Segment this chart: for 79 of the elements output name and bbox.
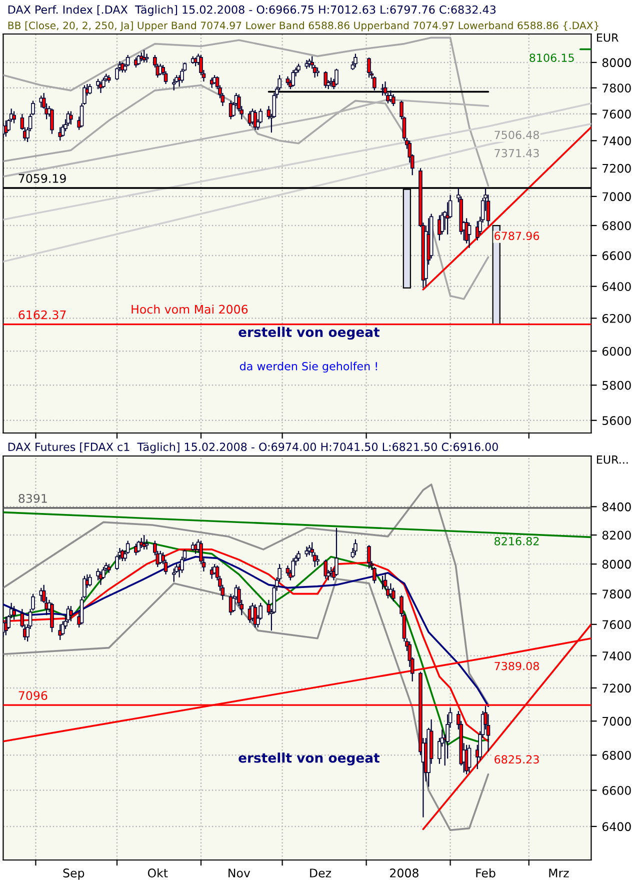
y-tick-label: 6600 bbox=[602, 786, 631, 795]
chart-title: DAX Futures [FDAX c1 Täglich] 15.02.2008 - O:6974.00 H:7041.50 L:6821.50 C:6916.00 bbox=[8, 442, 498, 454]
x-tick-label: 2008 bbox=[390, 868, 418, 878]
x-tick-label: Dez bbox=[310, 868, 331, 878]
candlestick bbox=[172, 568, 176, 582]
candlestick bbox=[380, 83, 384, 96]
y-tick-label: 7200 bbox=[602, 684, 631, 693]
candlestick bbox=[467, 744, 472, 774]
candlestick bbox=[354, 53, 358, 68]
candlestick bbox=[172, 78, 176, 91]
y-tick-label: 7000 bbox=[602, 192, 631, 202]
line-series bbox=[3, 484, 490, 706]
candlestick bbox=[144, 538, 149, 550]
ref-line-label: 6162.37 bbox=[18, 310, 66, 320]
data-label: 7389.08 bbox=[494, 662, 539, 670]
y-axis-title: EUR... bbox=[596, 456, 628, 464]
candlestick bbox=[50, 602, 54, 633]
x-tick-label: Sep bbox=[63, 868, 84, 880]
candlestick bbox=[334, 68, 338, 86]
annotation: erstellt von oegeat bbox=[238, 752, 380, 766]
annotation: erstellt von oegeat bbox=[238, 326, 380, 340]
y-tick-label: 7400 bbox=[602, 136, 631, 146]
y-tick-label: 8000 bbox=[602, 58, 631, 68]
y-tick-label: 6200 bbox=[602, 314, 631, 323]
data-label: 8216.82 bbox=[494, 536, 539, 546]
y-tick-label: 6800 bbox=[602, 221, 631, 230]
x-tick-label: Nov bbox=[228, 868, 250, 878]
y-axis-title: EUR bbox=[596, 34, 618, 42]
line-series bbox=[3, 36, 490, 187]
candlestick bbox=[50, 108, 54, 134]
data-label: 7371.43 bbox=[494, 148, 539, 158]
candlestick bbox=[12, 110, 16, 124]
x-tick-label: Feb bbox=[476, 868, 496, 878]
y-tick-label: 6600 bbox=[602, 251, 631, 260]
candlestick bbox=[69, 605, 73, 622]
y-tick-label: 8200 bbox=[602, 530, 631, 540]
y-tick-label: 6000 bbox=[602, 346, 631, 356]
candlestick bbox=[354, 538, 358, 556]
y-tick-label: 7600 bbox=[602, 620, 631, 630]
x-tick-label: Mrz bbox=[549, 868, 569, 878]
y-tick-label: 5800 bbox=[602, 380, 631, 390]
chart-title: DAX Perf. Index [.DAX Täglich] 15.02.2008 - O:6966.75 H:7012.63 L:6797.76 C:6832.43 bbox=[8, 5, 496, 16]
candlestick bbox=[334, 527, 338, 576]
ref-line-label: 7096 bbox=[18, 691, 48, 700]
candlestick bbox=[296, 550, 300, 562]
candlestick bbox=[372, 76, 376, 91]
annotation: da werden Sie geholfen ! bbox=[240, 362, 377, 373]
data-label: 6787.96 bbox=[494, 232, 540, 240]
data-label: 8106.15 bbox=[530, 54, 574, 62]
candlestick bbox=[134, 543, 138, 556]
y-tick-label: 7000 bbox=[602, 716, 631, 726]
candlestick bbox=[316, 554, 320, 566]
chart-subtitle: BB [Close, 20, 2, 250, Ja] Upper Band 7074.97 Lower Band 6588.86 Upperband 7074.97 Lowerband 6588.86 {.DAX} bbox=[8, 21, 598, 32]
ref-line-label: 8391 bbox=[18, 494, 47, 503]
data-label: 6825.23 bbox=[494, 755, 539, 764]
y-tick-label: 7400 bbox=[602, 651, 631, 660]
candlestick bbox=[307, 544, 312, 556]
ref-line-label: 7059.19 bbox=[18, 174, 66, 183]
candlestick bbox=[134, 56, 138, 68]
candlestick bbox=[58, 126, 62, 142]
data-label: 7506.48 bbox=[494, 130, 539, 140]
y-tick-label: 6400 bbox=[602, 282, 631, 292]
y-tick-label: 7200 bbox=[602, 164, 631, 173]
candlestick bbox=[367, 56, 371, 78]
y-tick-label: 7800 bbox=[602, 590, 631, 598]
annotation: Hoch vom Mai 2006 bbox=[132, 304, 248, 314]
line-series bbox=[3, 556, 490, 707]
y-tick-label: 7600 bbox=[602, 110, 631, 119]
candlestick bbox=[12, 605, 16, 620]
candlestick bbox=[324, 559, 328, 580]
y-tick-label: 5600 bbox=[602, 416, 631, 426]
y-tick-label: 7800 bbox=[602, 84, 631, 93]
y-tick-label: 6800 bbox=[602, 750, 631, 760]
y-tick-label: 8400 bbox=[602, 502, 631, 512]
y-tick-label: 8000 bbox=[602, 560, 631, 569]
candlestick bbox=[467, 222, 472, 248]
x-tick-label: Okt bbox=[148, 868, 168, 878]
candlestick bbox=[69, 110, 73, 126]
y-tick-label: 6400 bbox=[602, 822, 631, 832]
